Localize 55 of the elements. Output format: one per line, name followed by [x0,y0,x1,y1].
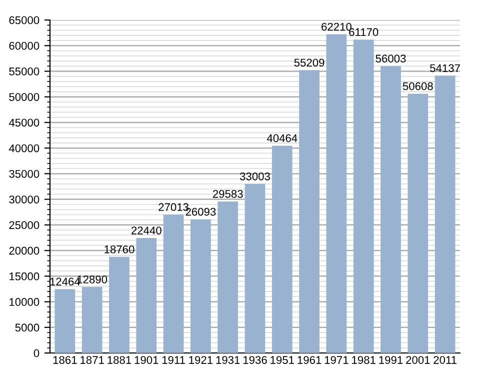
bar [82,286,102,353]
data-label: 40464 [266,134,298,142]
data-label: 29583 [212,190,243,198]
x-tick-label: 1936 [243,356,267,364]
bar [326,34,347,353]
y-tick-label: 5000 [15,324,40,332]
y-tick-label: 40000 [8,144,40,152]
y-tick-label: 15000 [10,272,40,280]
x-tick-label: 1971 [324,356,348,364]
x-tick-label: 1901 [134,356,158,364]
bar [272,146,292,353]
bar [136,238,157,353]
x-tick-label: 1911 [162,356,185,364]
data-label: 55209 [294,58,324,67]
bar [218,201,238,353]
data-label: 22440 [132,226,162,234]
y-tick-label: 45000 [8,118,40,127]
bar [434,76,456,353]
data-label: 33003 [240,172,270,180]
bar [299,70,320,353]
bar [190,219,211,353]
x-tick-label: 1961 [298,356,322,364]
bar [109,256,130,353]
bar [54,289,76,353]
x-tick-label: 1871 [80,356,104,364]
y-tick-label: 25000 [9,221,40,230]
x-tick-label: 1921 [189,356,213,364]
data-label: 56003 [376,54,406,63]
bar [380,66,401,353]
bar [408,94,428,353]
bar [353,40,374,353]
x-tick-label: 1991 [379,356,403,364]
y-tick-label: 55000 [9,68,40,76]
data-label: 62210 [322,22,352,31]
x-tick-label: 2001 [406,356,430,364]
x-tick-label: 1881 [108,356,132,364]
y-tick-label: 10000 [10,298,40,306]
bar [244,184,266,353]
data-label: 50608 [402,82,433,90]
x-tick-label: 2011 [434,356,456,364]
y-tick-label: 65000 [9,16,40,24]
y-tick-label: 20000 [9,246,40,255]
data-label: 18760 [104,245,134,254]
data-label: 54137 [430,64,460,72]
y-tick-label: 30000 [9,196,40,204]
y-tick-label: 0 [34,349,40,358]
data-label: 61170 [349,28,378,36]
x-tick-label: 1981 [352,356,376,364]
x-tick-label: 1861 [53,356,77,364]
x-tick-label: 1931 [216,356,240,364]
y-tick-label: 60000 [9,42,40,50]
y-tick-label: 35000 [9,170,40,178]
y-tick-label: 50000 [9,93,40,101]
x-tick-label: 1951 [270,356,294,364]
bar [163,214,184,353]
